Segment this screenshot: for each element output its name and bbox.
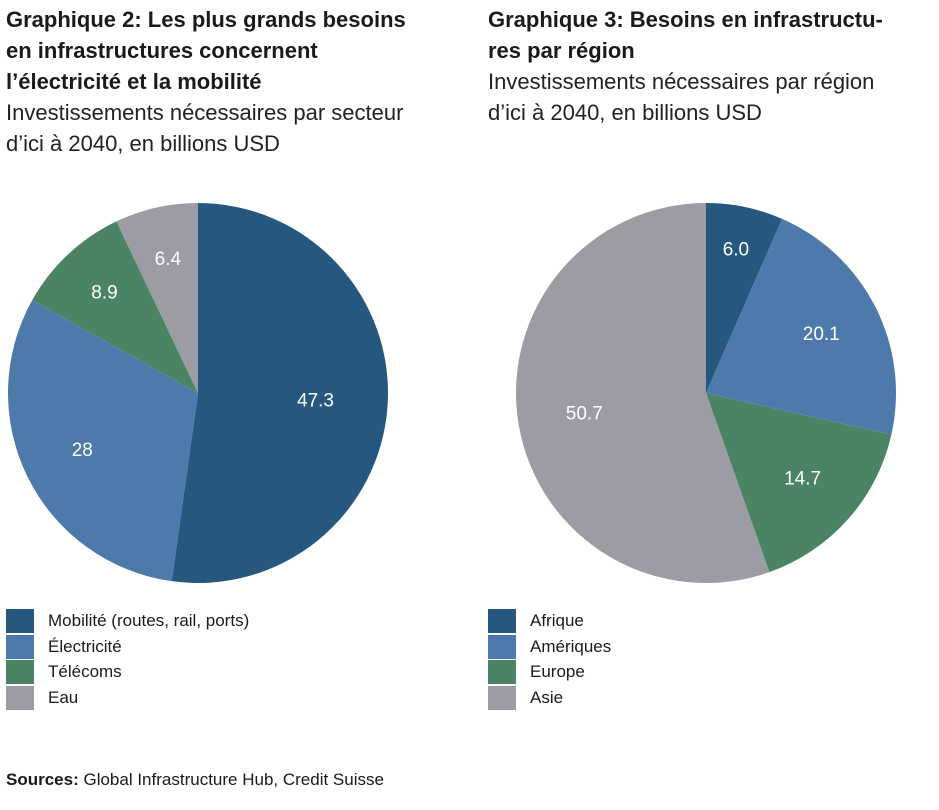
legend-label: Eau [48,687,79,707]
legend-item-ameriques: Amériques [488,634,611,660]
chart-subtitle: Investissements nécessaires par région d… [488,69,875,125]
data-label-telecoms: 8.9 [91,283,117,304]
data-label-asie: 50.7 [566,403,603,424]
sources-label: Sources: [6,770,79,789]
data-label-europe: 14.7 [784,468,821,489]
legend-label: Électricité [48,636,122,656]
data-label-afrique: 6.0 [723,239,749,260]
legend: Afrique Amériques Europe Asie [488,608,611,711]
legend-swatch [6,608,34,633]
legend-item-telecoms: Télécoms [6,659,249,685]
pie-slice-mobilite-routes-rail-ports [171,203,388,583]
legend-item-europe: Europe [488,659,611,685]
legend-swatch [488,608,516,633]
pie-slice-eau [116,203,198,393]
legend-label: Asie [530,687,564,707]
pie-slice-telecoms [32,221,198,393]
legend-item-electricite: Électricité [6,634,249,660]
legend-label: Afrique [530,610,584,630]
pie-chart-region: 6.0 20.1 14.7 50.7 [516,203,896,583]
legend-swatch [6,685,34,710]
legend-label: Amériques [530,636,612,656]
pie-slice-ameriques [706,218,896,435]
legend-label: Télécoms [48,662,122,682]
legend-item-asie: Asie [488,685,611,711]
legend-swatch [488,660,516,685]
legend-swatch [488,634,516,659]
legend: Mobilité (routes, rail, ports) Électricit… [6,608,249,711]
legend-item-eau: Eau [6,685,249,711]
chart-title: Graphique 2: Les plus grands besoins en … [6,7,406,94]
legend-item-afrique: Afrique [488,608,611,634]
legend-item-mobilite-routes-rail-ports: Mobilité (routes, rail, ports) [6,608,249,634]
data-label-eau: 6.4 [155,249,182,270]
legend-swatch [6,634,34,659]
pie-slice-electricite [8,300,198,582]
legend-label: Mobilité (routes, rail, ports) [48,610,250,630]
data-label-electricite: 28 [72,440,93,461]
legend-swatch [488,685,516,710]
chart-subtitle: Investissements nécessaires par secteur … [6,100,404,156]
legend-swatch [6,660,34,685]
data-label-mobilite-routes-rail-ports: 47.3 [297,391,334,412]
pie-slice-asie [516,203,770,583]
pie-chart-sector: 47.3 28 8.9 6.4 [8,203,388,583]
data-label-ameriques: 20.1 [803,324,840,345]
sources-footer: Sources: Global Infrastructure Hub, Cred… [6,770,384,790]
legend-label: Europe [530,662,585,682]
pie-slice-europe [706,393,892,573]
sources-text: Global Infrastructure Hub, Credit Suisse [78,770,384,789]
chart-title: Graphique 3: Besoins en infrastructu- re… [488,7,883,63]
pie-slice-afrique [706,203,783,393]
